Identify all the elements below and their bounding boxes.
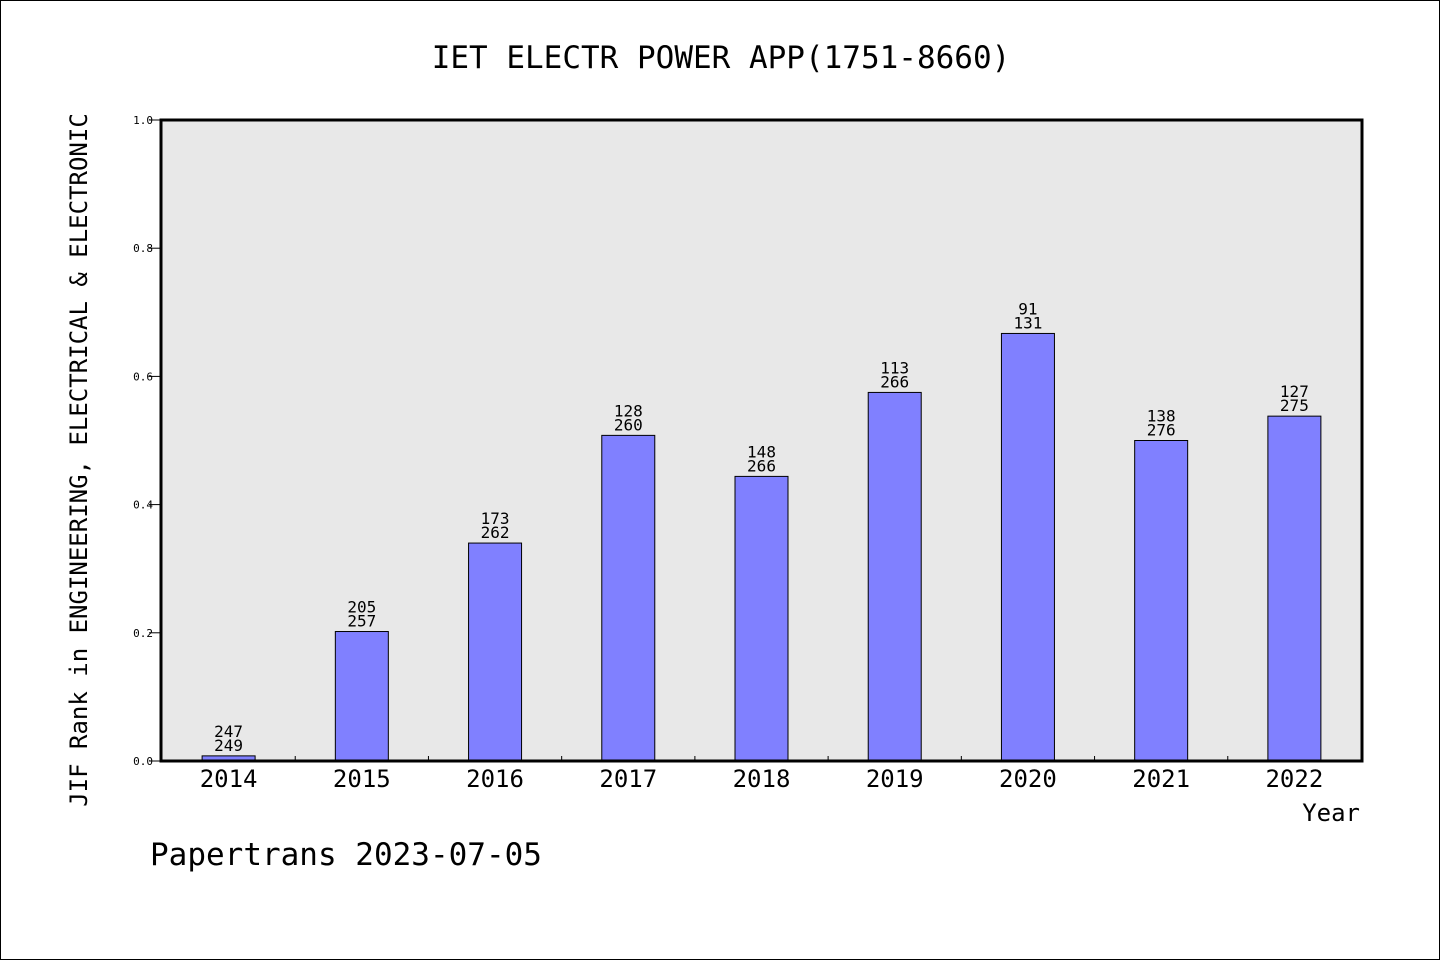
x-tick-label: 2015 [333,765,391,793]
bar-2016 [468,542,523,762]
chart-title: IET ELECTR POWER APP(1751-8660) [432,40,1011,76]
y-tick-label: 0.6 [133,370,153,383]
bar-rank-label: 138 [1147,407,1176,426]
y-tick-label: 1.0 [133,114,153,127]
bar-rank-label: 205 [347,598,376,617]
x-tick-label: 2017 [599,765,657,793]
bar-2021 [1134,440,1189,762]
bar-total-label: 257 [347,612,376,631]
plot-border [159,118,1364,763]
bar-rank-label: 128 [614,401,643,420]
bar-total-label: 249 [214,736,243,755]
y-axis-label: JIF Rank in ENGINEERING, ELECTRICAL & EL… [65,113,93,807]
bar-total-label: 266 [747,456,776,475]
y-tick-label: 0.8 [133,242,153,255]
bar-total-label: 275 [1280,396,1309,415]
y-tick-label: 0.2 [133,627,153,640]
bar-rank-label: 173 [481,509,510,528]
bar-rank-label: 127 [1280,382,1309,401]
bar-rank-label: 148 [747,442,776,461]
bar-2022 [1267,415,1322,762]
bar-2018 [734,475,789,762]
x-tick-label: 2022 [1265,765,1323,793]
x-tick-label: 2020 [999,765,1057,793]
bar-total-label: 260 [614,415,643,434]
bar-total-label: 266 [880,372,909,391]
y-tick-label: 0.0 [133,755,153,768]
y-tick-label: 0.4 [133,499,153,512]
bars-layer: 2472492052571732621282601482661132669113… [201,299,1322,762]
bar-total-label: 276 [1147,421,1176,440]
ticks-layer: 0.0 0.2 0.4 0.6 0.8 1.0 2014 2015 2016 2017 2018 20… [133,114,1323,793]
x-tick-label: 2019 [866,765,924,793]
bar-rank-label: 113 [880,358,909,377]
bar-2017 [601,434,656,762]
x-tick-label: 2014 [200,765,258,793]
bar-total-label: 262 [481,523,510,542]
bar-rank-label: 91 [1018,299,1037,318]
bar-rank-label: 247 [214,722,243,741]
footer-stamp: Papertrans 2023-07-05 [150,837,542,873]
bar-2019 [867,391,922,762]
bar-total-label: 131 [1013,313,1042,332]
x-tick-label: 2021 [1132,765,1190,793]
x-axis-label: Year [1302,799,1360,827]
bar-2020 [1000,332,1055,762]
x-tick-label: 2018 [733,765,791,793]
x-tick-label: 2016 [466,765,524,793]
bar-2015 [334,631,389,762]
